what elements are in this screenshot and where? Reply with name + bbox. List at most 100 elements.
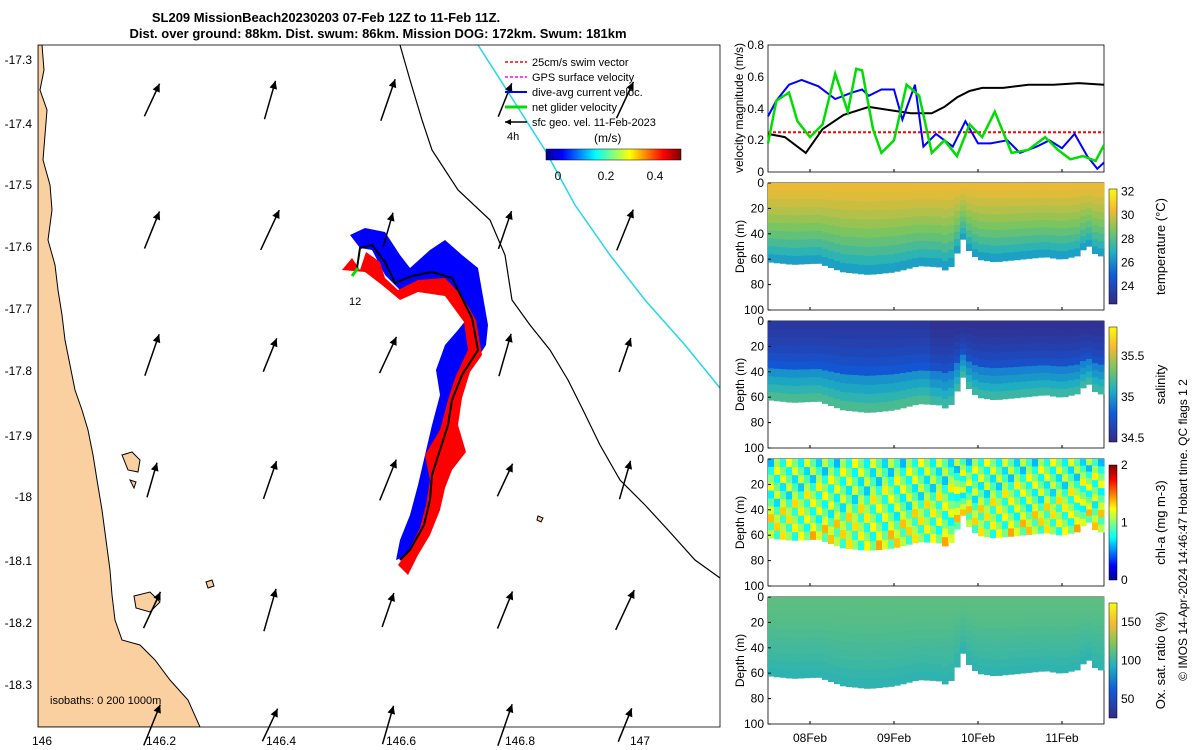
section-cell xyxy=(822,646,829,656)
section-cell xyxy=(888,191,895,202)
section-cell xyxy=(1014,382,1021,391)
section-cell xyxy=(930,484,937,493)
section-cell xyxy=(1038,663,1045,672)
section-cell xyxy=(978,627,985,636)
section-cell xyxy=(774,376,781,386)
section-cell xyxy=(1014,527,1021,537)
section-cell xyxy=(888,245,895,255)
section-cell xyxy=(882,606,889,616)
section-cell xyxy=(1086,490,1093,498)
section-cell xyxy=(900,209,907,219)
section-cell xyxy=(1092,604,1099,612)
section-cell xyxy=(1020,466,1027,475)
section-cell xyxy=(786,231,793,241)
section-cell xyxy=(1068,525,1075,534)
section-cell xyxy=(882,503,889,514)
section-cell xyxy=(792,621,799,631)
section-cell xyxy=(954,362,961,371)
section-cell xyxy=(786,653,793,663)
section-cell xyxy=(858,330,865,340)
section-cell xyxy=(960,326,967,333)
section-cell xyxy=(1068,626,1075,635)
section-cell xyxy=(804,605,811,614)
geo-velocity-arrow xyxy=(143,704,161,746)
section-cell xyxy=(942,381,949,391)
section-cell xyxy=(1020,213,1027,222)
section-cell xyxy=(984,344,991,353)
section-cell xyxy=(1092,335,1099,343)
section-cell xyxy=(900,390,907,400)
section-cell xyxy=(888,503,895,514)
section-cell xyxy=(834,217,841,227)
section-cell xyxy=(1032,343,1039,352)
section-cell xyxy=(924,354,931,364)
section-cell xyxy=(1038,626,1045,635)
section-cell xyxy=(912,613,919,623)
section-cell xyxy=(774,321,781,330)
section-cell xyxy=(930,509,937,518)
section-cell xyxy=(906,217,913,227)
section-cell xyxy=(1008,375,1015,384)
section-cell xyxy=(948,534,955,543)
section-cell xyxy=(936,475,943,485)
section-cell xyxy=(888,659,895,669)
section-cell xyxy=(1002,528,1009,538)
section-cell xyxy=(786,353,793,362)
section-cell xyxy=(846,539,853,549)
section-cell xyxy=(966,189,973,197)
section-cell xyxy=(786,329,793,338)
section-cell xyxy=(936,509,943,519)
section-cell xyxy=(978,489,985,498)
section-cell xyxy=(930,605,937,615)
section-cell xyxy=(1002,375,1009,384)
section-cell xyxy=(870,606,877,616)
section-cell xyxy=(840,245,847,255)
section-cell xyxy=(810,467,817,476)
section-cell xyxy=(1056,619,1063,628)
section-cell xyxy=(1032,481,1039,490)
section-cell xyxy=(888,392,895,402)
section-cell xyxy=(954,459,961,467)
section-cell xyxy=(942,209,949,219)
section-cell xyxy=(918,516,925,526)
section-cell xyxy=(1056,228,1063,237)
section-cell xyxy=(786,467,793,476)
section-cell xyxy=(1074,655,1081,664)
section-cell xyxy=(792,653,799,663)
section-cell xyxy=(828,371,835,381)
section-cell xyxy=(918,207,925,217)
section-cell xyxy=(894,329,901,340)
section-cell xyxy=(888,485,895,496)
section-cell xyxy=(828,199,835,209)
section-cell xyxy=(1008,497,1015,506)
section-cell xyxy=(822,483,829,493)
section-cell xyxy=(768,530,775,539)
section-cell xyxy=(864,265,871,275)
section-cell xyxy=(978,344,985,353)
section-cell xyxy=(846,401,853,411)
section-cell xyxy=(990,636,997,645)
section-cell xyxy=(1098,488,1105,496)
section-cell xyxy=(906,363,913,373)
section-cell xyxy=(798,661,805,671)
section-cell xyxy=(882,392,889,403)
arrow-head xyxy=(505,211,513,221)
arrow-head xyxy=(153,704,161,714)
section-cell xyxy=(978,229,985,238)
section-cell xyxy=(1062,619,1069,628)
section-cell xyxy=(810,239,817,248)
section-cell xyxy=(990,222,997,231)
section-cell xyxy=(864,183,871,193)
section-cell xyxy=(960,360,967,367)
section-cell xyxy=(810,247,817,256)
section-cell xyxy=(864,541,871,551)
section-cell xyxy=(918,467,925,477)
section-cell xyxy=(798,669,805,679)
section-cell xyxy=(876,384,883,394)
section-cell xyxy=(990,375,997,385)
section-cell xyxy=(972,597,979,605)
velocity-yticks: 0 0.2 0.4 0.6 0.8 xyxy=(747,38,764,179)
section-cell xyxy=(1044,205,1051,214)
section-cell xyxy=(816,491,823,500)
section-cell xyxy=(930,371,937,380)
